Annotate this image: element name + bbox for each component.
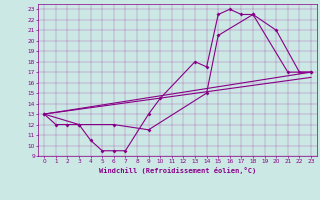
X-axis label: Windchill (Refroidissement éolien,°C): Windchill (Refroidissement éolien,°C) bbox=[99, 167, 256, 174]
